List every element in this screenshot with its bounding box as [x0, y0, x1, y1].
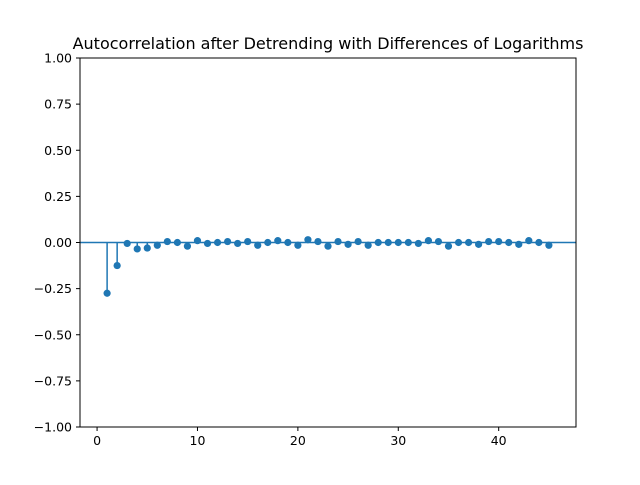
data-point	[424, 237, 433, 245]
data-point	[454, 238, 463, 247]
data-point	[133, 245, 141, 253]
data-point	[384, 238, 392, 247]
data-point	[304, 236, 312, 244]
data-point	[223, 237, 232, 246]
data-point	[394, 238, 402, 247]
data-point	[525, 237, 533, 245]
data-point	[545, 241, 553, 249]
data-point	[183, 242, 192, 250]
data-point	[173, 238, 181, 247]
data-point	[254, 241, 262, 249]
y-tick-label: −0.75	[34, 373, 72, 388]
axis-ticks: 0 10 20 30 40 1.00 0.75 0.50 0.25 0.00 −0.25 −0.50 −…	[34, 51, 507, 449]
data-point	[535, 238, 543, 247]
data-point	[294, 241, 302, 249]
y-tick-label: 0.25	[44, 189, 72, 204]
data-point	[485, 237, 493, 246]
data-point	[374, 238, 382, 247]
data-point	[334, 237, 342, 246]
data-point	[213, 238, 222, 247]
data-point	[354, 237, 362, 246]
y-tick-label: −0.25	[34, 281, 72, 296]
data-point	[163, 237, 171, 246]
data-point	[203, 239, 212, 248]
data-point	[153, 241, 161, 249]
data-point	[414, 239, 422, 248]
data-point	[193, 237, 202, 245]
axes-frame	[79, 57, 577, 428]
x-tick-label: 30	[390, 433, 406, 448]
data-point	[244, 237, 252, 246]
data-point	[434, 237, 443, 246]
data-point	[274, 237, 282, 245]
data-point	[314, 237, 322, 246]
plot-marks	[80, 236, 576, 297]
chart-title: Autocorrelation after Detrending with Di…	[73, 34, 584, 53]
data-point	[364, 241, 372, 249]
data-point	[284, 238, 292, 247]
y-tick-label: −0.50	[34, 327, 72, 342]
data-point	[464, 238, 473, 247]
x-tick-label: 40	[491, 433, 507, 448]
x-tick-label: 20	[290, 433, 306, 448]
data-point	[143, 244, 151, 252]
data-point	[444, 242, 453, 250]
y-tick-label: 0.00	[44, 235, 72, 250]
data-point	[123, 239, 131, 248]
data-point	[404, 238, 412, 247]
data-point	[324, 242, 332, 250]
data-point	[475, 240, 483, 248]
data-point	[344, 240, 352, 248]
x-tick-label: 0	[93, 433, 101, 448]
data-point	[113, 261, 121, 270]
y-tick-label: 0.75	[44, 97, 72, 112]
y-tick-label: 1.00	[44, 51, 72, 66]
y-tick-label: 0.50	[44, 143, 72, 158]
data-point	[103, 289, 111, 297]
data-point	[495, 237, 503, 246]
data-point	[264, 238, 272, 247]
x-tick-label: 10	[190, 433, 206, 448]
y-tick-label: −1.00	[34, 420, 72, 435]
data-point	[515, 240, 523, 248]
data-point	[505, 238, 513, 247]
data-point	[234, 239, 242, 248]
